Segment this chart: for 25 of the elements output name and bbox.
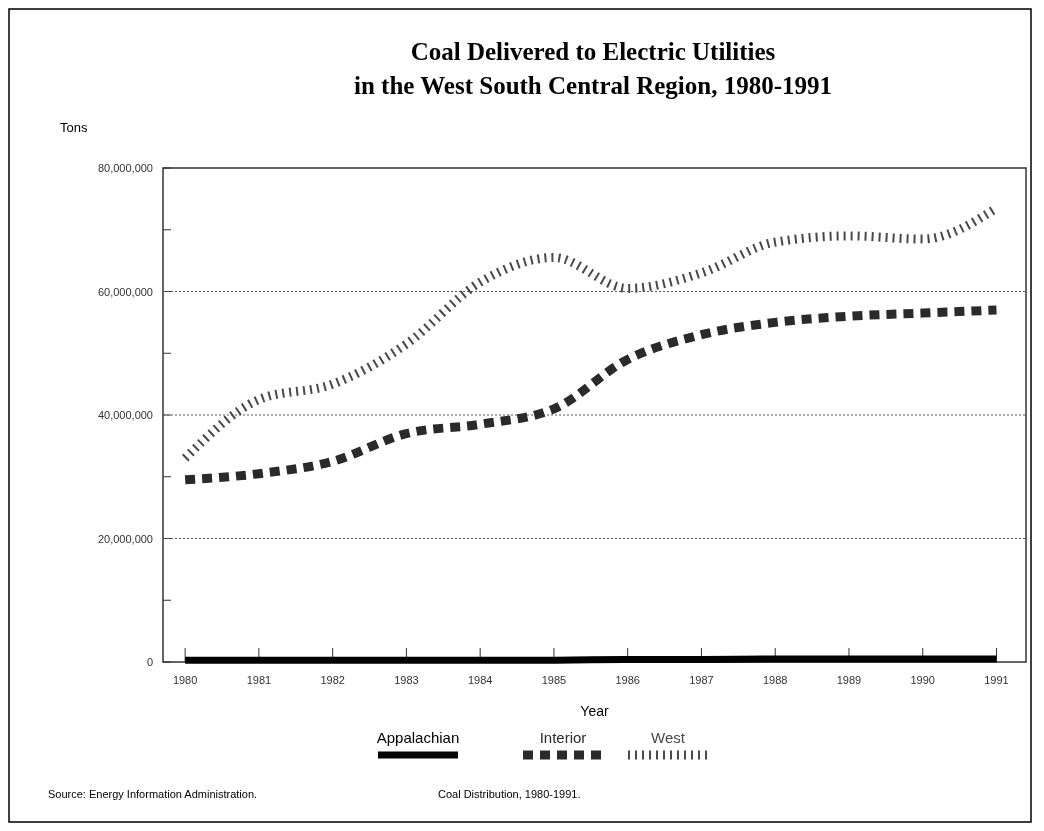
y-tick-label: 40,000,000: [97, 409, 153, 421]
x-tick-label: 1981: [246, 674, 272, 686]
x-tick-label: 1982: [320, 674, 345, 686]
y-tick-label: 20,000,000: [97, 532, 153, 545]
x-tick-label: 1983: [394, 674, 419, 686]
text: Interior: [539, 729, 587, 746]
x-axis-title: Year: [580, 703, 609, 719]
y-axis-title: Tons: [60, 120, 88, 135]
x-tick-label: 1989: [836, 674, 862, 686]
x-tick-label: 1991: [984, 674, 1009, 686]
x-tick-label: 1984: [467, 674, 493, 686]
x-tick-label: 1980: [172, 674, 198, 686]
text: Coal Distribution, 1980-1991.: [438, 788, 581, 800]
y-tick-label: 60,000,000: [97, 285, 153, 298]
x-tick-label: 1990: [910, 674, 935, 686]
chart-title: Coal Delivered to Electric Utilities in the West South Central Region, 1980-1991: [353, 38, 833, 99]
x-tick-label: 1985: [541, 674, 567, 686]
x-tick-label: 1988: [762, 674, 788, 686]
text: West: [651, 729, 686, 746]
source-note: Source: Energy Information Administration.: [48, 788, 258, 800]
x-tick-label: 1987: [689, 674, 714, 686]
x-tick-label: 1986: [615, 674, 640, 686]
text: Appalachian: [376, 729, 460, 746]
y-tick-label: 80,000,000: [97, 162, 153, 174]
y-tick-label: 0: [146, 656, 153, 668]
